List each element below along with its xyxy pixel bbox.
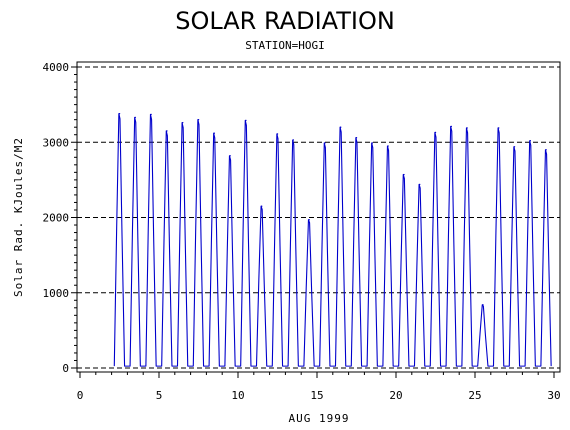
daily-peak-point-10.5 [245,119,247,122]
daily-peak-point-17.5 [355,137,358,139]
x-tick-label-20: 20 [389,389,402,402]
daily-peak-point-29.5 [545,149,547,151]
daily-peak-point-13.5 [292,139,294,141]
daily-peak-point-3.5 [134,116,136,119]
daily-peak-point-19.5 [387,145,389,147]
daily-peak-point-20.5 [403,173,405,176]
series-layer [113,112,552,367]
y-axis-ticks: 0 1000 2000 3000 4000 [43,61,77,375]
y-tick-label-1000: 1000 [43,287,70,300]
x-tick-label-10: 10 [231,389,244,402]
x-axis-ticks: 0 5 10 15 20 25 30 [77,372,561,402]
daily-peak-point-27.5 [513,146,516,148]
daily-peak-point-28.5 [529,140,531,142]
daily-peak-point-9.5 [229,155,231,157]
daily-peak-point-12.5 [276,133,279,135]
daily-peak-point-5.5 [166,130,168,132]
daily-peak-point-22.5 [434,131,437,134]
daily-peak-point-7.5 [197,118,200,121]
x-axis-label: AUG 1999 [289,412,350,425]
y-tick-label-2000: 2000 [43,212,70,225]
daily-peak-point-2.5 [118,112,121,115]
y-axis-label: Solar Rad. KJoules/M2 [12,137,25,297]
chart-subtitle: STATION=HOGI [245,39,324,52]
y-tick-label-3000: 3000 [43,136,70,149]
chart-title: SOLAR RADIATION [175,7,395,35]
daily-peak-point-4.5 [150,113,152,116]
x-tick-label-0: 0 [77,389,84,402]
y-tick-label-4000: 4000 [43,61,70,74]
daily-peak-point-14.5 [308,219,310,221]
daily-peak-point-23.5 [450,125,452,128]
x-tick-label-25: 25 [468,389,481,402]
x-tick-label-15: 15 [310,389,323,402]
daily-peak-point-25.5 [482,304,484,306]
daily-peak-point-18.5 [371,142,373,144]
solar-radiation-series [113,113,552,367]
daily-peak-point-16.5 [340,126,342,128]
daily-peak-point-15.5 [324,142,326,144]
daily-peak-point-26.5 [498,127,500,129]
daily-peak-point-6.5 [182,121,184,124]
grid-lines [77,66,560,369]
daily-peak-point-21.5 [419,183,421,186]
daily-peak-point-24.5 [466,127,468,129]
daily-peak-point-11.5 [261,205,263,207]
x-tick-label-30: 30 [547,389,560,402]
y-tick-label-0: 0 [62,362,69,375]
x-tick-label-5: 5 [156,389,163,402]
daily-peak-point-8.5 [213,132,215,134]
